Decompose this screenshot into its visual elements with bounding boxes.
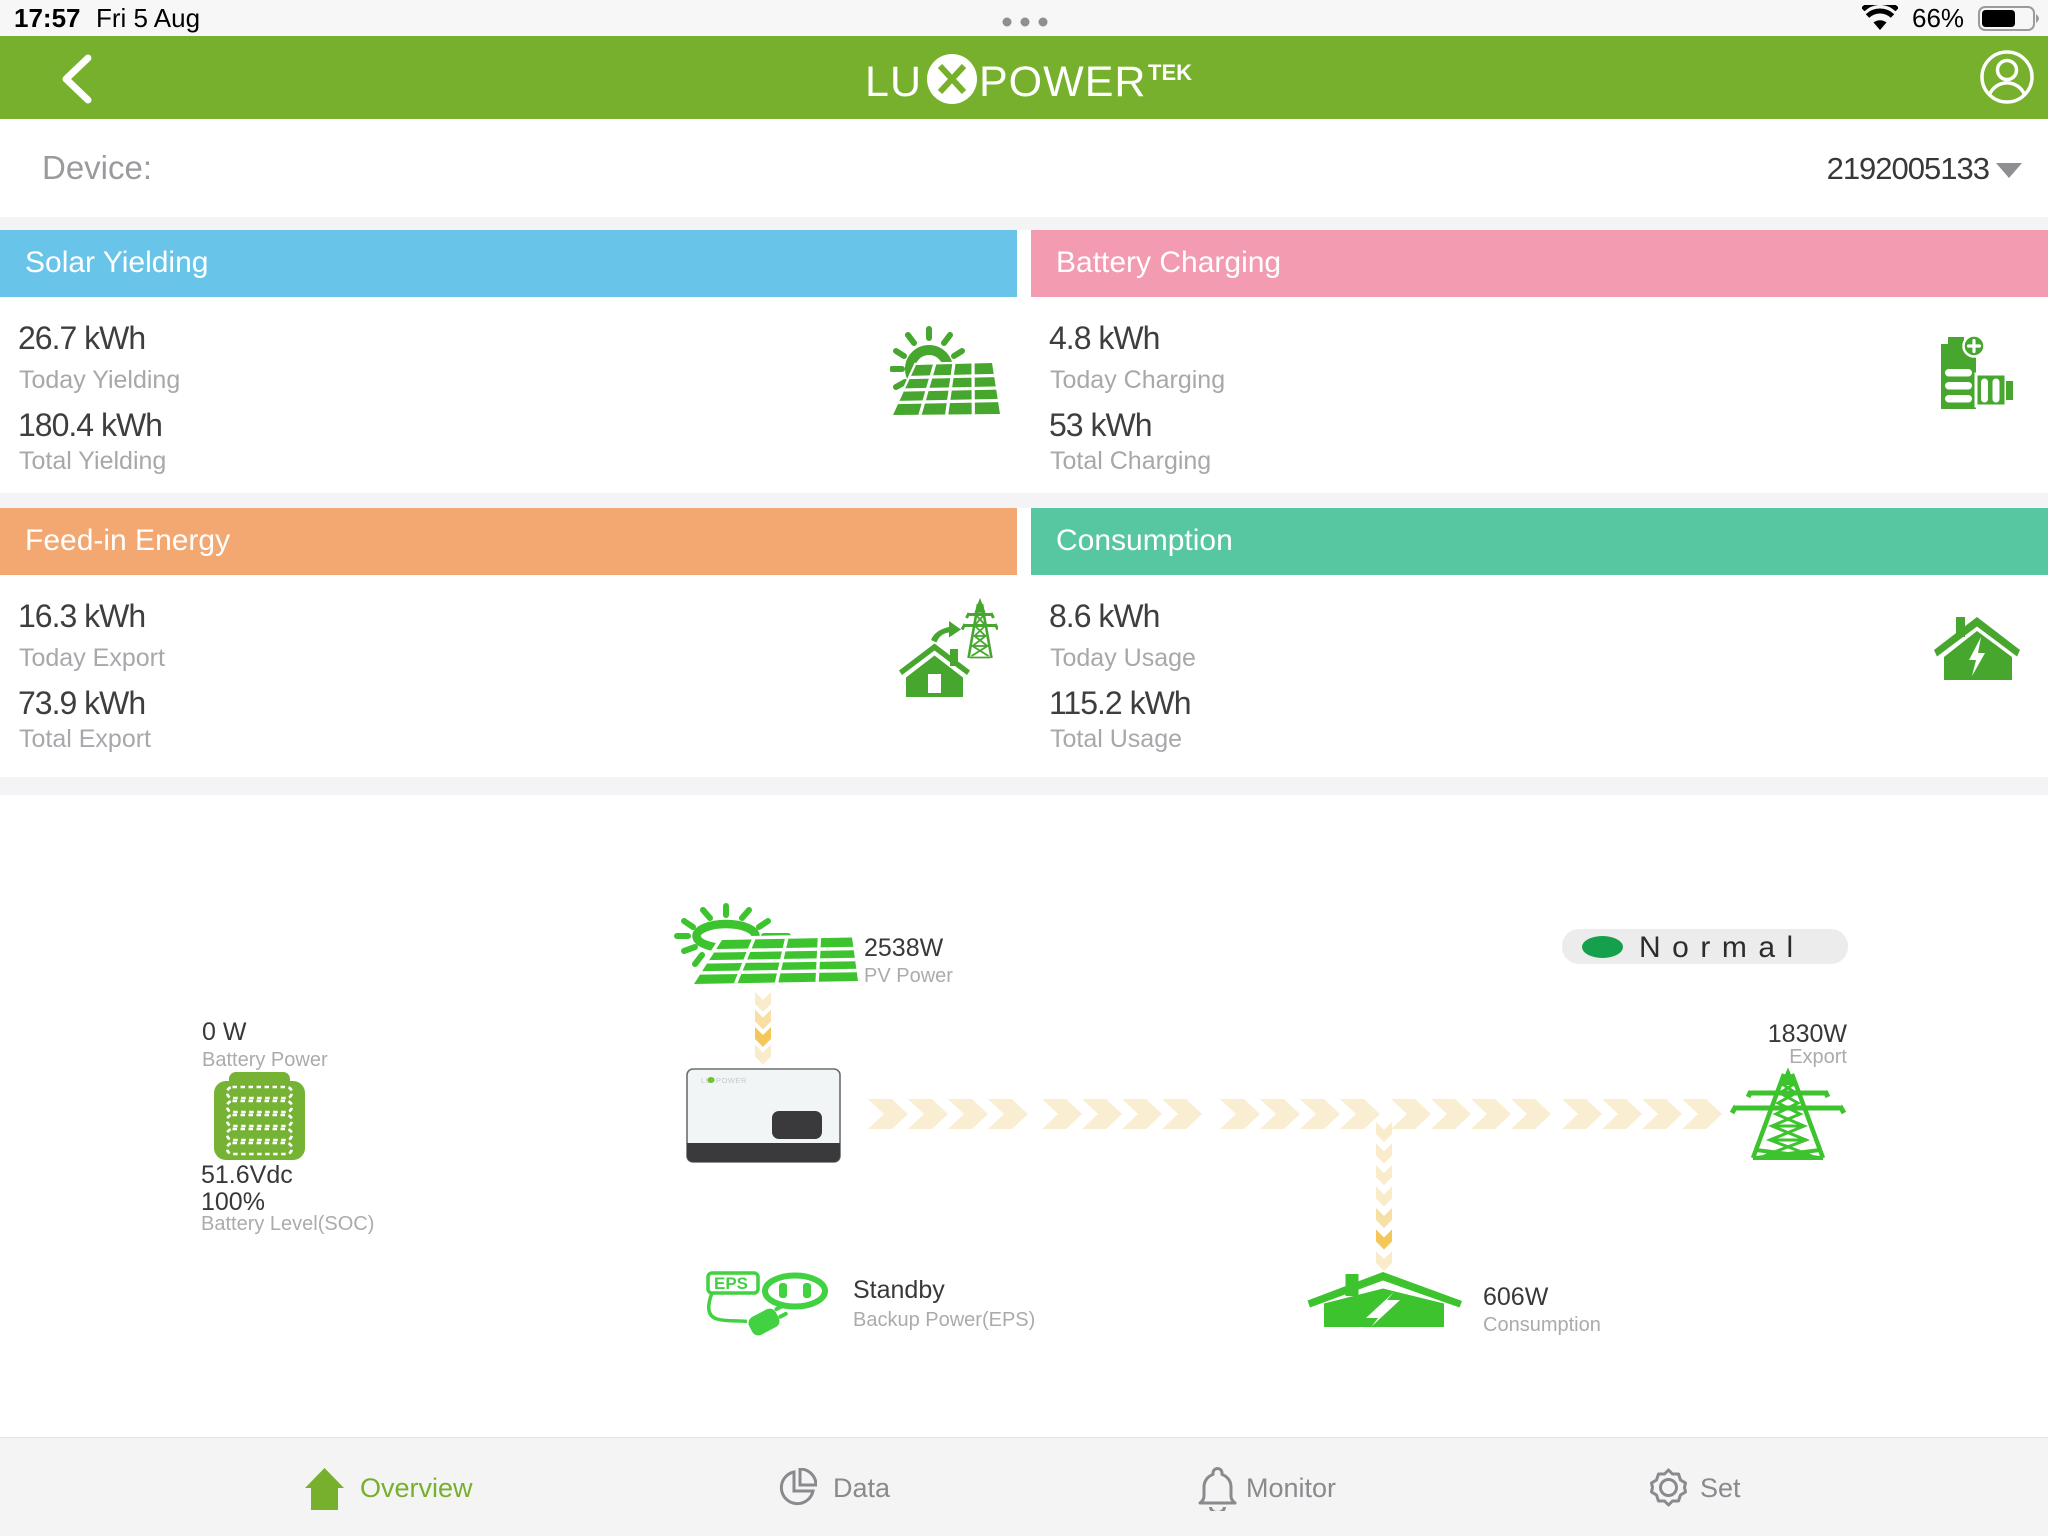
- svg-text:POWER: POWER: [979, 58, 1146, 106]
- svg-text:TEK: TEK: [1148, 60, 1192, 85]
- svg-text:LU: LU: [701, 1076, 712, 1085]
- svg-text:LU: LU: [865, 58, 922, 106]
- svg-text:EPS: EPS: [714, 1274, 748, 1293]
- svg-text:POWER: POWER: [716, 1076, 747, 1085]
